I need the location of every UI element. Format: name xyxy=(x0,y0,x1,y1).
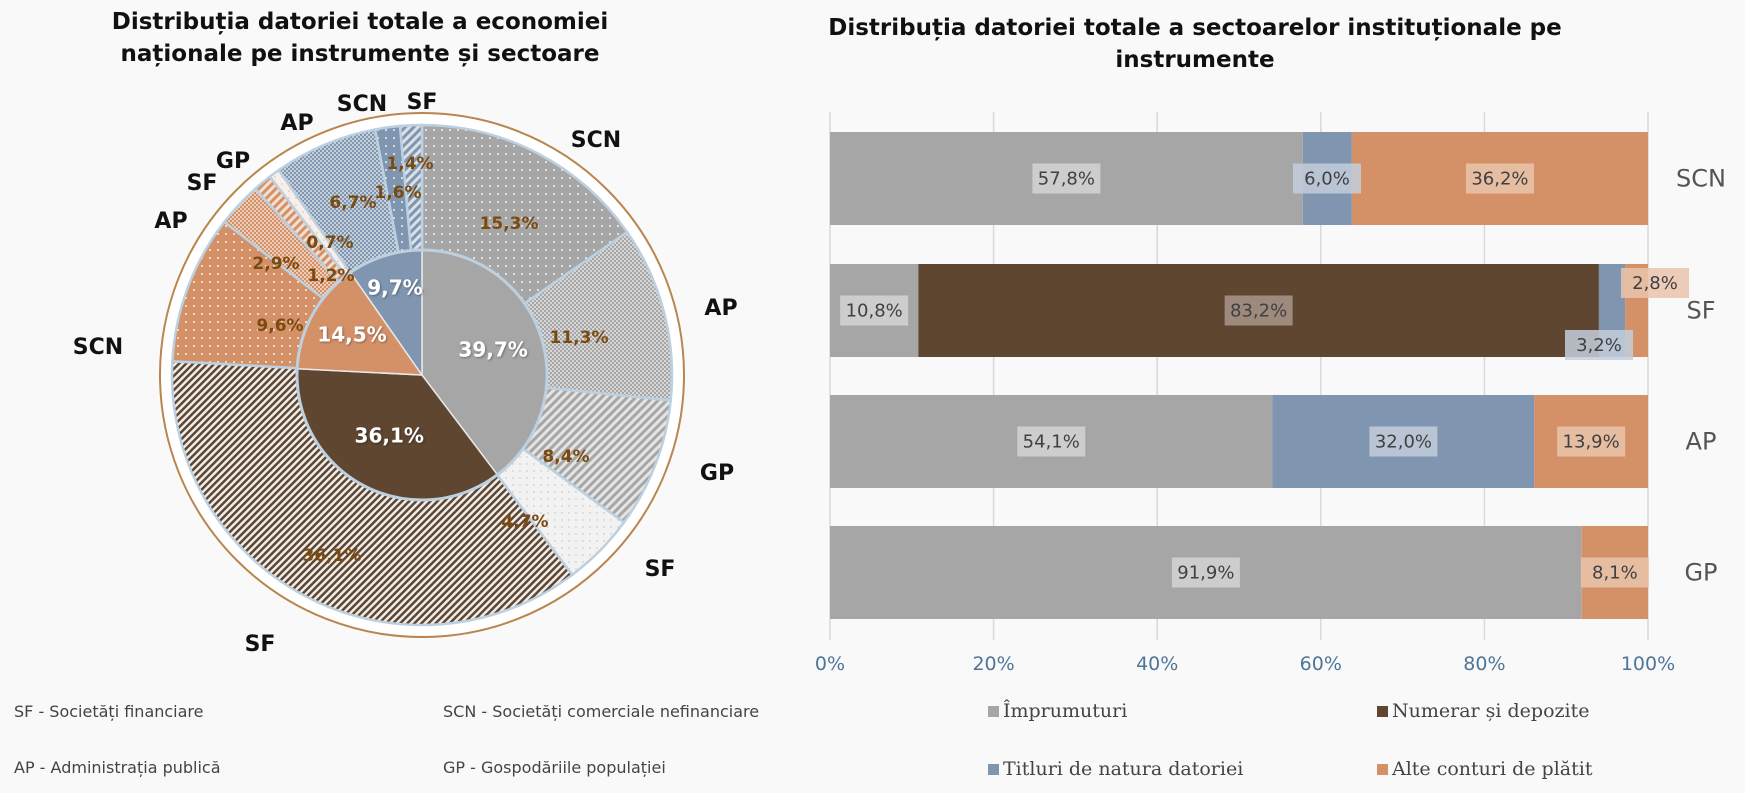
data-label-box xyxy=(1557,426,1626,457)
outer-slice-label: 15,3% xyxy=(480,214,539,234)
inner-slice-label: 36,1% xyxy=(355,423,424,447)
inner-slice-label: 39,7% xyxy=(458,338,527,362)
outer-slice-label: 36,1% xyxy=(303,546,362,566)
abbreviation-scn: SCN - Societăți comerciale nefinanciare xyxy=(443,702,760,721)
x-tick-label: 100% xyxy=(1621,653,1675,675)
bar-chart: 0% 20% 40% 60% 80% 100% 57,8% 6,0% 36,2% SCN 10,8%… xyxy=(815,112,1726,675)
outer-slice-label: 11,3% xyxy=(550,328,609,348)
sector-category-label: SCN xyxy=(73,335,123,360)
legend-item-numerar: Numerar și depozite xyxy=(1377,700,1590,722)
pie-chart-title: Distribuția datoriei totale a economiei … xyxy=(111,9,609,67)
abbreviation-ap: AP - Administrația publică xyxy=(14,758,221,777)
sector-category-label: SF xyxy=(407,90,438,115)
sector-category-label: SCN xyxy=(571,128,621,153)
outer-slice-label: 8,4% xyxy=(542,447,589,467)
category-label: GP xyxy=(1684,559,1717,587)
data-label-box xyxy=(1369,426,1438,457)
data-label: 13,9% xyxy=(1563,432,1620,453)
inner-slice-label: 14,5% xyxy=(317,323,386,347)
sector-category-label: SCN xyxy=(337,92,387,117)
data-label-box xyxy=(1565,330,1633,360)
outer-slice-label: 1,6% xyxy=(374,183,421,203)
legend-item-alte: Alte conturi de plătit xyxy=(1377,758,1592,780)
outer-slice-label: 9,6% xyxy=(256,316,303,336)
data-label: 32,0% xyxy=(1375,432,1432,453)
legend-swatch xyxy=(988,763,999,775)
legend-label: Titluri de natura datoriei xyxy=(1003,758,1244,780)
outer-slice-label: 6,7% xyxy=(329,193,376,213)
abbreviation-gp: GP - Gospodăriile populației xyxy=(443,758,666,777)
abbreviation-sf: SF - Societăți financiare xyxy=(14,702,204,721)
data-label: 2,8% xyxy=(1632,273,1678,294)
data-label: 3,2% xyxy=(1576,335,1622,356)
x-tick-label: 60% xyxy=(1300,653,1342,675)
data-label-box xyxy=(1580,557,1649,588)
outer-slice-label: 1,2% xyxy=(307,266,354,286)
legend-swatch xyxy=(988,705,999,717)
legend-swatch xyxy=(1377,705,1388,717)
legend-item-titluri: Titluri de natura datoriei xyxy=(988,758,1243,780)
x-tick-label: 40% xyxy=(1136,653,1178,675)
data-label-box xyxy=(1017,426,1086,457)
legend-swatch xyxy=(1377,763,1388,775)
inner-slice-label: 9,7% xyxy=(367,276,422,300)
legend-item-imprumuturi: Împrumuturi xyxy=(988,700,1127,722)
data-label: 8,1% xyxy=(1592,563,1638,584)
data-label: 83,2% xyxy=(1230,301,1287,322)
sector-category-label: SF xyxy=(645,557,676,582)
x-tick-label: 80% xyxy=(1463,653,1505,675)
data-label-box xyxy=(1224,295,1293,326)
data-label: 57,8% xyxy=(1038,169,1095,190)
sector-category-label: AP xyxy=(154,209,187,234)
data-label: 6,0% xyxy=(1304,169,1350,190)
data-label-box xyxy=(840,295,909,326)
data-label-box xyxy=(1293,163,1361,194)
data-label-box xyxy=(1465,163,1534,194)
sector-category-label: GP xyxy=(700,461,734,486)
pie-chart: 39,7% 36,1% 14,5% 9,7% 15,3% 11,3% 8,4% 4,7% 36,… xyxy=(73,90,738,657)
sector-category-label: AP xyxy=(280,111,313,136)
inner-border xyxy=(295,248,549,502)
x-tick-label: 20% xyxy=(972,653,1014,675)
legend-label: Alte conturi de plătit xyxy=(1392,758,1593,780)
legend-label: Numerar și depozite xyxy=(1392,700,1590,722)
legend-label: Împrumuturi xyxy=(1003,700,1128,722)
bar-chart-title: Distribuția datoriei totale a sectoarelo… xyxy=(828,15,1562,73)
data-label-box xyxy=(1621,268,1689,298)
outer-slice-label: 1,4% xyxy=(386,154,433,174)
data-label-box xyxy=(1032,163,1101,194)
data-label: 54,1% xyxy=(1023,432,1080,453)
data-label: 10,8% xyxy=(846,301,903,322)
category-label: SCN xyxy=(1676,165,1726,193)
sector-category-label: SF xyxy=(245,632,276,657)
sector-category-label: AP xyxy=(704,296,737,321)
sector-category-label: SF xyxy=(187,171,218,196)
data-label: 36,2% xyxy=(1471,169,1528,190)
outer-slice-label: 4,7% xyxy=(501,512,548,532)
outer-slice-label: 0,7% xyxy=(306,233,353,253)
sector-category-label: GP xyxy=(216,149,250,174)
outer-slice-label: 2,9% xyxy=(252,254,299,274)
category-label: AP xyxy=(1686,428,1717,456)
data-label: 91,9% xyxy=(1177,563,1234,584)
data-label-box xyxy=(1171,557,1240,588)
x-tick-label: 0% xyxy=(815,653,845,675)
category-label: SF xyxy=(1686,297,1715,325)
